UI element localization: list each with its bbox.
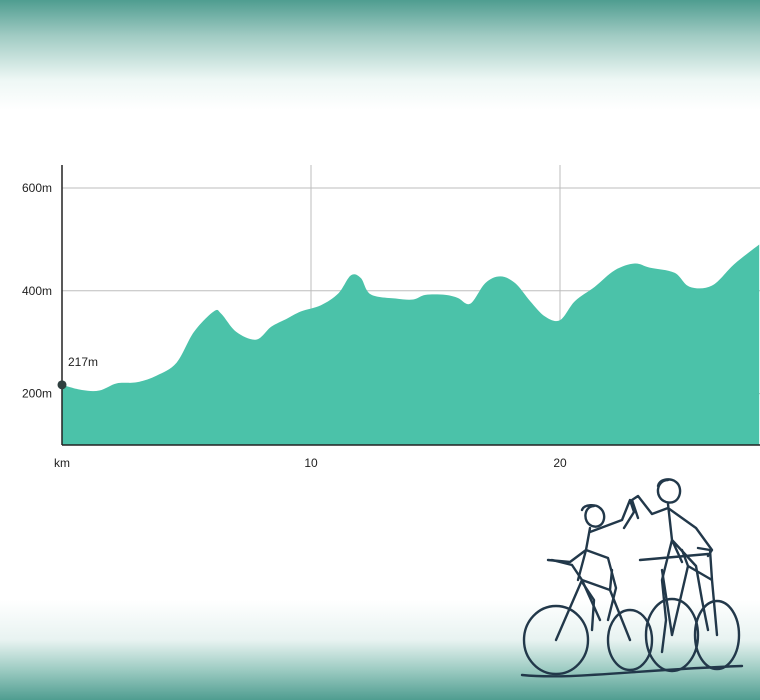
- axes: [61, 165, 760, 446]
- ground-lines: [520, 664, 744, 678]
- start-point-marker: [57, 380, 67, 390]
- tick-labels: 200m 400m 600m km 10 20: [22, 181, 567, 470]
- child-bike-frame: [550, 558, 632, 642]
- child-rider: [546, 498, 636, 632]
- adult-bike-front-wheel: [693, 599, 741, 671]
- elevation-area: [62, 244, 760, 445]
- y-tick-label-200: 200m: [22, 387, 52, 401]
- x-tick-label-20: 20: [553, 456, 567, 470]
- x-tick-label-0: km: [54, 456, 70, 470]
- y-tick-label-400: 400m: [22, 284, 52, 298]
- start-elevation-label: 217m: [68, 355, 98, 369]
- adult-bike-frame: [660, 546, 719, 637]
- adult-rider: [630, 478, 714, 654]
- child-bike-front-wheel: [606, 608, 654, 672]
- cyclists-high-five-illustration: [520, 478, 744, 678]
- child-bike-rear-wheel: [522, 604, 590, 676]
- x-tick-label-10: 10: [304, 456, 318, 470]
- y-tick-label-600: 600m: [22, 181, 52, 195]
- adult-bike-rear-wheel: [644, 597, 700, 673]
